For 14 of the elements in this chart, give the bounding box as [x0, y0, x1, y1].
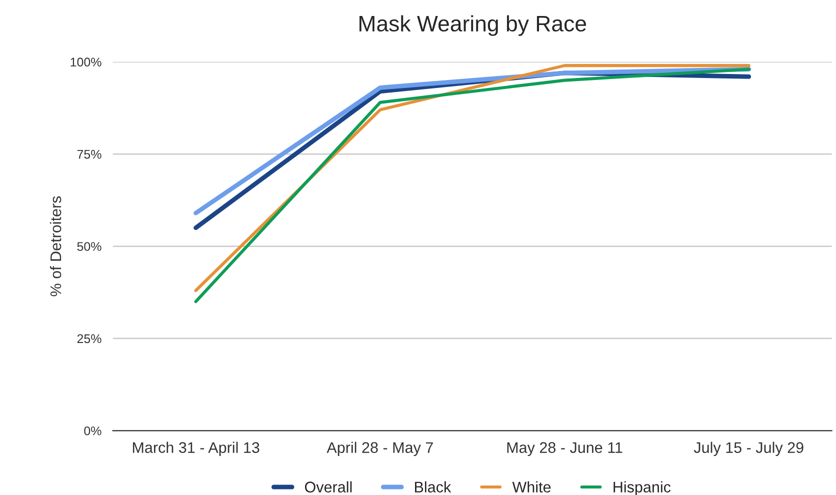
chart-title: Mask Wearing by Race [360, 15, 586, 36]
y-tick-label: 50% [77, 242, 102, 251]
y-tick-label: 25% [77, 334, 102, 344]
x-tick-label: April 28 - May 7 [326, 442, 433, 456]
x-tick-label: March 31 - April 13 [132, 442, 260, 456]
legend-label: Overall [304, 481, 352, 492]
x-tick-label: July 15 - July 29 [694, 442, 804, 456]
y-tick-label: 100% [70, 58, 102, 67]
y-tick-label: 0% [84, 426, 102, 436]
y-axis-title: % of Detroiters [50, 196, 62, 296]
y-tick-label: 75% [77, 150, 102, 159]
legend-label: White [512, 481, 551, 492]
legend-label: Black [415, 481, 452, 492]
x-tick-label: May 28 - June 11 [507, 442, 622, 456]
